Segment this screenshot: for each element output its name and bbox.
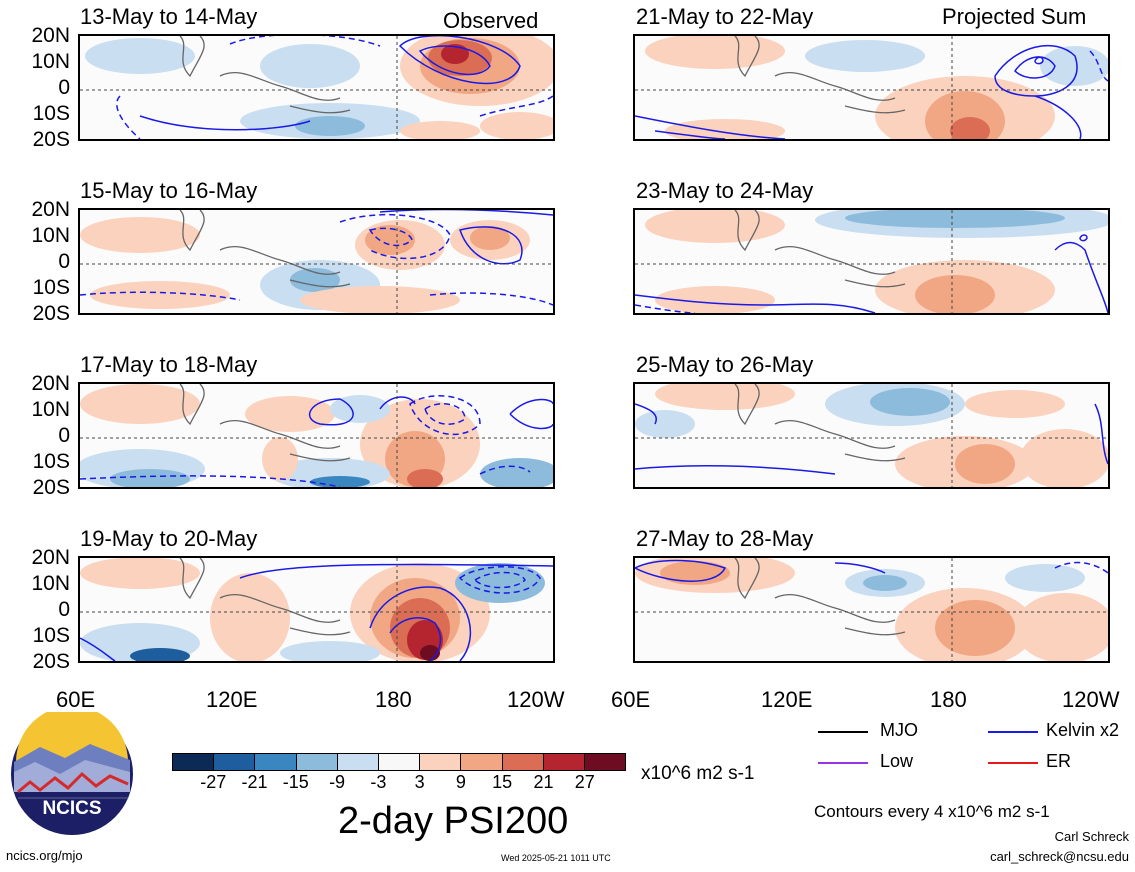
legend-label-mjo: MJO	[880, 720, 918, 740]
lat-label: 20N	[31, 372, 70, 395]
site-link[interactable]: ncics.org/mjo	[6, 848, 83, 863]
lon-label: 120E	[761, 687, 813, 712]
lat-label: 20N	[31, 198, 70, 221]
colorbar-swatch	[543, 754, 585, 770]
colorbar-swatch	[337, 754, 379, 770]
colorbar-swatch	[296, 754, 338, 770]
colorbar-tick-label: 9	[455, 772, 466, 792]
lon-label: 120W	[1062, 688, 1120, 712]
panel-tag-observed: Observed	[443, 8, 539, 33]
colorbar-swatch	[502, 754, 544, 770]
logo-text: NCICS	[42, 798, 101, 819]
lon-label: 120E	[206, 687, 258, 712]
lat-label: 20N	[31, 546, 70, 569]
legend-line-er	[988, 762, 1038, 764]
legend-line-kelvin	[988, 731, 1038, 733]
legend-label-er: ER	[1046, 751, 1072, 771]
lat-label: 20S	[32, 476, 70, 499]
colorbar-tick-label: -21	[241, 772, 268, 792]
lat-label: 10S	[32, 624, 70, 647]
map-panel	[633, 34, 1110, 141]
colorbar-tick-label: -27	[200, 772, 227, 792]
panel-title: 23-May to 24-May	[636, 178, 814, 203]
colorbar-tick-label: 27	[574, 772, 595, 792]
panel-title: 19-May to 20-May	[80, 526, 258, 551]
legend-line-mjo	[818, 731, 868, 733]
lon-label: 60E	[56, 687, 96, 712]
lat-label: 0	[58, 598, 70, 621]
panel-tag-projected: Projected Sum	[942, 4, 1087, 29]
map-panel	[633, 208, 1110, 315]
colorbar	[172, 753, 626, 771]
lat-label: 20S	[32, 650, 70, 673]
lat-label: 0	[58, 76, 70, 99]
colorbar-tick-label: -3	[370, 772, 387, 792]
legend-label-low: Low	[880, 751, 914, 771]
map-panel	[78, 208, 555, 315]
map-panel	[78, 34, 555, 141]
timestamp: Wed 2025-05-21 1011 UTC	[501, 853, 611, 863]
colorbar-units: x10^6 m2 s-1	[641, 763, 755, 784]
map-panel	[78, 382, 555, 489]
email[interactable]: carl_schreck@ncsu.edu	[990, 849, 1129, 864]
panel-title: 27-May to 28-May	[636, 526, 814, 551]
author: Carl Schreck	[1054, 829, 1129, 844]
lon-label: 120W	[507, 687, 565, 712]
panel-title: 21-May to 22-May	[636, 4, 814, 29]
colorbar-swatch	[420, 754, 462, 770]
colorbar-swatch	[461, 754, 503, 770]
colorbar-tick-label: -9	[329, 772, 346, 792]
colorbar-tick-label: -15	[282, 772, 309, 792]
lat-label: 0	[58, 250, 70, 273]
colorbar-ticks: -27 -21 -15 -9 -3 3 9 15 21 27	[172, 772, 626, 796]
lat-label: 10N	[31, 50, 70, 73]
lat-label: 20S	[32, 302, 70, 325]
colorbar-tick-label: 15	[492, 772, 513, 792]
ncics-logo: NCICS	[10, 706, 134, 836]
legend-label-kelvin: Kelvin x2	[1046, 720, 1120, 740]
contour-note: Contours every 4 x10^6 m2 s-1	[814, 802, 1050, 821]
lon-label: 60E	[611, 687, 651, 712]
colorbar-swatch	[214, 754, 256, 770]
lat-label: 20S	[32, 128, 70, 151]
colorbar-tick-label: 21	[533, 772, 554, 792]
lon-label: 180	[930, 687, 967, 712]
legend-line-low	[818, 762, 868, 764]
lon-label: 180	[375, 687, 412, 712]
lat-label: 10S	[32, 102, 70, 125]
lat-label: 10N	[31, 224, 70, 247]
panel-title: 15-May to 16-May	[80, 178, 258, 203]
main-title: 2-day PSI200	[338, 800, 569, 842]
lat-label: 20N	[31, 24, 70, 47]
colorbar-swatch	[255, 754, 297, 770]
map-panel	[633, 382, 1110, 489]
lat-label: 10S	[32, 450, 70, 473]
lat-label: 10N	[31, 572, 70, 595]
colorbar-swatch	[173, 754, 215, 770]
colorbar-swatch	[378, 754, 421, 770]
ncics-logo-icon: NCICS	[11, 706, 133, 835]
panel-title: 17-May to 18-May	[80, 352, 258, 377]
lat-label: 10N	[31, 398, 70, 421]
colorbar-tick-label: 3	[414, 772, 425, 792]
lat-label: 0	[58, 424, 70, 447]
panel-title: 13-May to 14-May	[80, 4, 258, 29]
map-panel	[78, 556, 555, 663]
panel-title: 25-May to 26-May	[636, 352, 814, 377]
map-panel	[633, 556, 1110, 663]
lat-label: 10S	[32, 276, 70, 299]
colorbar-swatch	[584, 754, 626, 770]
